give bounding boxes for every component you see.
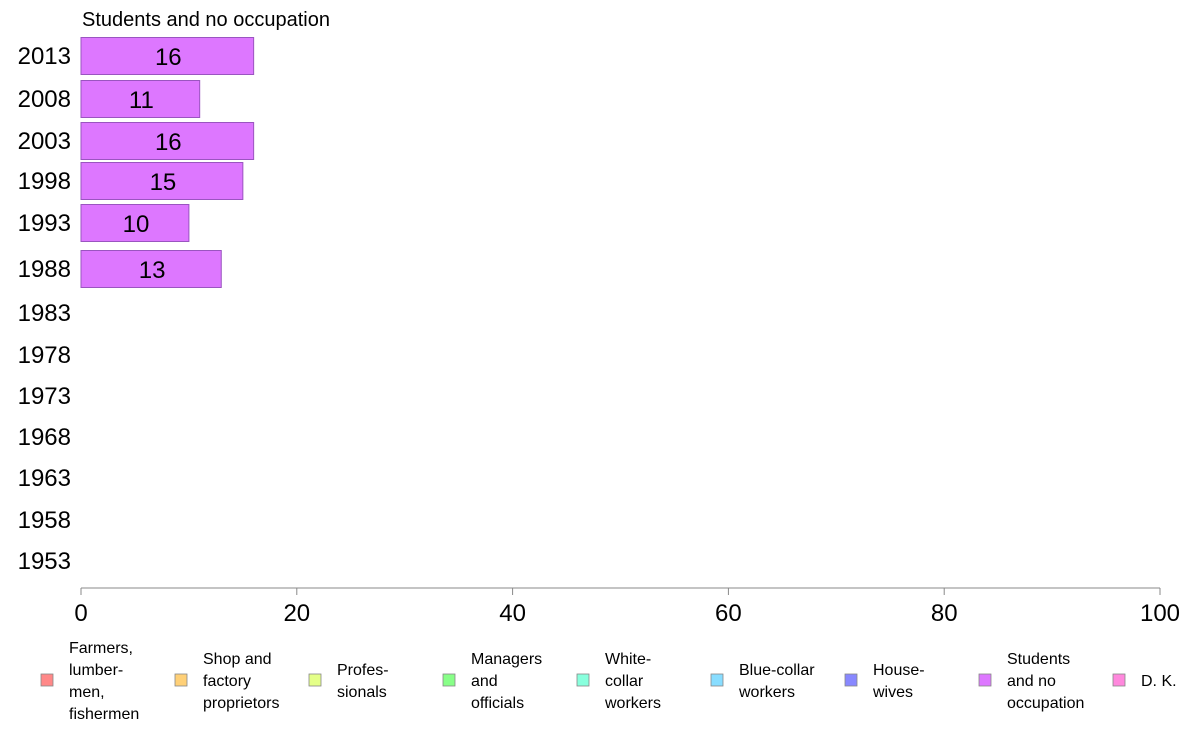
legend: Farmers, lumber-men, fishermen Shop and fact… bbox=[40, 640, 1177, 723]
legend-label: collar bbox=[605, 673, 644, 690]
x-tick-label: 80 bbox=[931, 600, 958, 627]
legend-label: wives bbox=[872, 684, 913, 701]
x-tick-label: 0 bbox=[74, 600, 87, 627]
legend-swatch bbox=[308, 673, 322, 687]
legend-label: fishermen bbox=[69, 706, 139, 723]
year-labels-group: 2013 2008 2003 1998 1993 1988 1983 1978 1973 1968… bbox=[18, 43, 71, 575]
legend-label: and bbox=[471, 673, 498, 690]
x-tick-label: 20 bbox=[283, 600, 310, 627]
legend-swatch bbox=[844, 673, 858, 687]
legend-label: Profes- bbox=[337, 662, 389, 679]
bar-value-label: 16 bbox=[155, 129, 182, 156]
year-label: 1988 bbox=[18, 256, 71, 283]
bar bbox=[80, 162, 244, 200]
legend-swatch bbox=[40, 673, 54, 687]
year-label: 1983 bbox=[18, 300, 71, 327]
year-label: 1993 bbox=[18, 210, 71, 237]
year-label: 2003 bbox=[18, 128, 71, 155]
bar bbox=[80, 250, 222, 288]
legend-label: Shop and bbox=[203, 651, 272, 668]
legend-label: proprietors bbox=[203, 695, 279, 712]
legend-label: and no bbox=[1007, 673, 1056, 690]
legend-swatch bbox=[442, 673, 456, 687]
legend-swatch bbox=[710, 673, 724, 687]
legend-label: House- bbox=[873, 662, 925, 679]
year-label: 1998 bbox=[18, 168, 71, 195]
legend-label: Blue-collar bbox=[739, 662, 815, 679]
legend-swatch bbox=[576, 673, 590, 687]
bar-value-label: 13 bbox=[139, 257, 166, 284]
year-label: 1958 bbox=[18, 507, 71, 534]
legend-label: Managers bbox=[471, 651, 542, 668]
legend-label: Students bbox=[1007, 651, 1070, 668]
bar-value-label: 15 bbox=[150, 169, 177, 196]
year-label: 1978 bbox=[18, 342, 71, 369]
legend-swatch bbox=[1112, 673, 1126, 687]
year-label: 2013 bbox=[18, 43, 71, 70]
x-tick-label: 100 bbox=[1140, 600, 1180, 627]
legend-label: D. K. bbox=[1141, 673, 1177, 690]
bar bbox=[80, 122, 255, 160]
legend-label: lumber- bbox=[69, 662, 123, 679]
legend-label: Farmers, bbox=[69, 640, 133, 657]
legend-label: occupation bbox=[1007, 695, 1084, 712]
legend-label: officials bbox=[471, 695, 524, 712]
legend-label: men, bbox=[69, 684, 105, 701]
legend-label: workers bbox=[604, 695, 661, 712]
legend-label: factory bbox=[203, 673, 251, 690]
year-label: 1968 bbox=[18, 424, 71, 451]
year-label: 1953 bbox=[18, 548, 71, 575]
chart-title: Students and no occupation bbox=[82, 9, 330, 31]
year-label: 1963 bbox=[18, 465, 71, 492]
legend-label: sionals bbox=[337, 684, 387, 701]
bar bbox=[80, 80, 201, 118]
x-tick-label: 40 bbox=[499, 600, 526, 627]
x-tick-label: 60 bbox=[715, 600, 742, 627]
year-label: 2008 bbox=[18, 86, 71, 113]
legend-swatch bbox=[978, 673, 992, 687]
legend-swatch bbox=[174, 673, 188, 687]
bar-value-label: 10 bbox=[123, 211, 150, 238]
year-label: 1973 bbox=[18, 383, 71, 410]
legend-label: White- bbox=[605, 651, 651, 668]
bar bbox=[80, 204, 190, 242]
legend-label: workers bbox=[738, 684, 795, 701]
bar-value-label: 11 bbox=[129, 87, 154, 114]
bar bbox=[80, 37, 255, 75]
x-axis: 0 20 40 60 80 100 bbox=[74, 587, 1180, 627]
bar-value-label: 16 bbox=[155, 44, 182, 71]
